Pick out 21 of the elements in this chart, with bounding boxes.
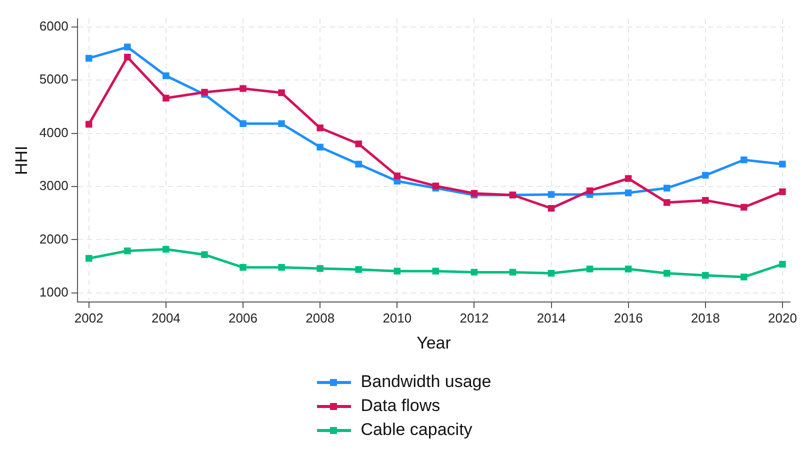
x-tick-label: 2012 <box>460 310 489 326</box>
y-tick-label: 3000 <box>39 178 68 194</box>
x-tick-label: 2006 <box>228 310 258 326</box>
x-axis-title: Year <box>416 333 452 352</box>
y-tick-label: 2000 <box>39 231 68 246</box>
y-tick-label: 5000 <box>39 72 68 87</box>
x-tick-label: 2020 <box>768 310 797 326</box>
x-tick-label: 2016 <box>614 310 643 326</box>
x-tick-label: 2018 <box>690 310 720 326</box>
y-axis-title: HHI <box>12 146 31 176</box>
x-tick-label: 2014 <box>536 310 566 326</box>
x-tick-label: 2004 <box>151 310 180 326</box>
x-tick-label: 2008 <box>306 310 335 326</box>
x-tick-label: 2002 <box>74 310 104 326</box>
y-tick-label: 6000 <box>39 18 68 34</box>
x-tick-label: 2010 <box>382 310 412 326</box>
legend-label: Bandwidth usage <box>360 372 492 392</box>
legend-label: Data flows <box>360 396 440 416</box>
y-tick-label: 1000 <box>39 284 68 300</box>
legend-label: Cable capacity <box>360 420 472 440</box>
y-tick-label: 4000 <box>39 124 68 140</box>
